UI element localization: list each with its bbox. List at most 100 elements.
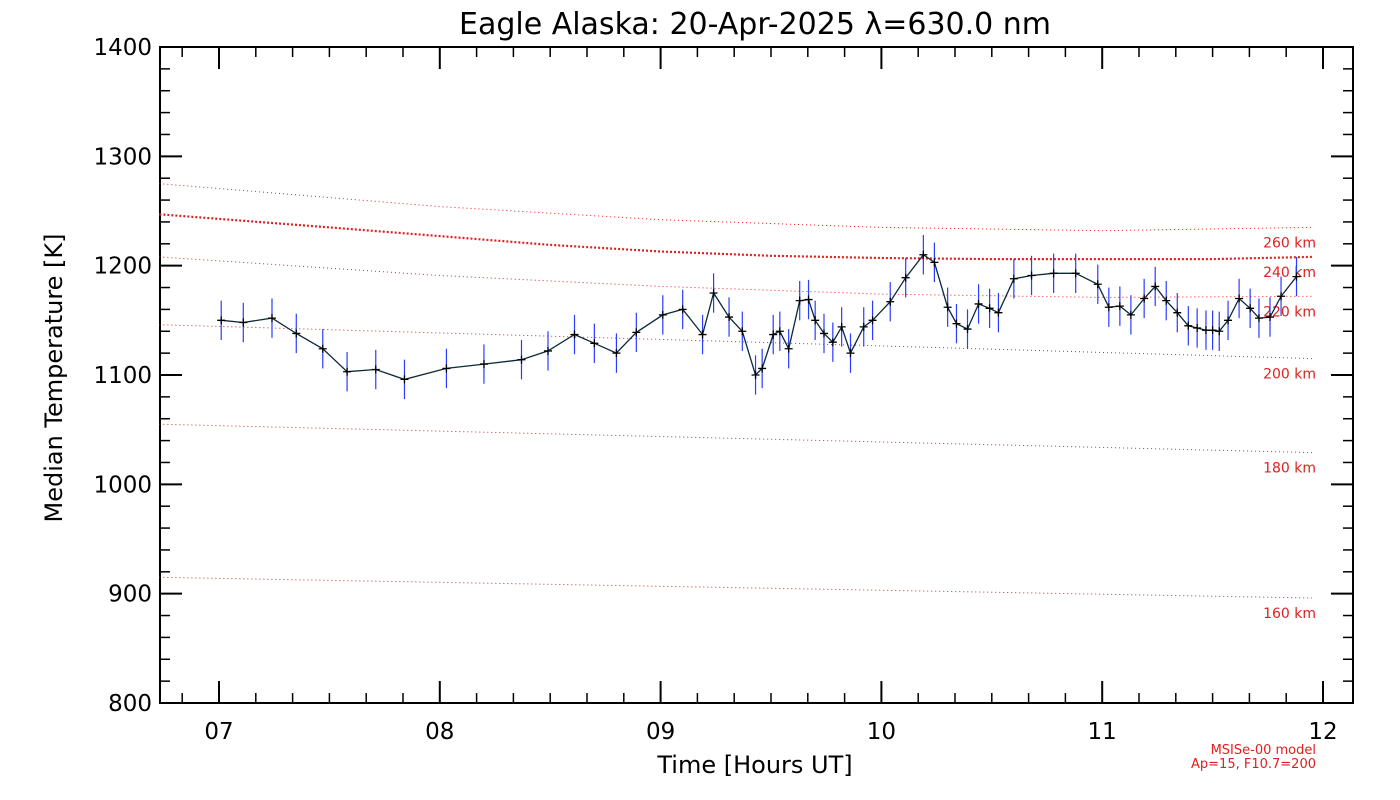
x-tick-label: 12 [1308,719,1337,745]
model-curves [159,183,1313,599]
y-tick-labels: 800 900 1000 1100 1200 1300 1400 [93,35,152,717]
data-point [1215,327,1224,336]
model-parameters-annotation: Ap=15, F10.7=200 [1191,757,1316,772]
data-point [1208,326,1217,335]
data-point [570,330,579,339]
y-tick-label: 1300 [93,144,152,170]
data-point [795,296,804,305]
data-point [1104,303,1113,312]
data-point [930,258,939,267]
data-point [1266,313,1275,322]
data-point [1162,296,1171,305]
data-point [1126,310,1135,319]
data-point [738,327,747,336]
data-point [1277,292,1286,301]
x-axis-label: Time [Hours UT] [656,751,852,779]
data-point [1140,294,1149,303]
data-point [343,367,352,376]
data-point [1009,274,1018,283]
model-annotation: MSISe-00 model [1211,743,1316,758]
data-point [886,297,895,306]
data-point [985,304,994,313]
y-tick-label: 1000 [93,472,152,498]
model-curve [159,213,1313,261]
data-point [479,360,488,369]
model-curve-label: 220 km [1263,304,1316,320]
data-point [846,349,855,358]
data-point [775,327,784,336]
data-point [828,338,837,347]
data-point [811,316,820,325]
data-point [919,250,928,259]
data-point [517,355,526,364]
data-point [217,316,226,325]
y-tick-label: 900 [108,582,152,608]
model-curve [159,324,1313,360]
data-point [612,349,621,358]
data-point [974,299,983,308]
data-point [318,344,327,353]
data-point [678,305,687,314]
data-point [1093,280,1102,289]
data-point [868,316,877,325]
model-curve-label: 200 km [1263,367,1316,383]
x-tick-labels: 07 08 09 10 11 12 [204,719,1337,745]
data-points [217,250,1301,384]
x-tick-label: 07 [204,719,233,745]
data-point [725,313,734,322]
model-curve [159,183,1313,232]
x-tick-label: 09 [646,719,675,745]
data-point [1224,316,1233,325]
data-point [963,325,972,334]
data-point [901,273,910,282]
data-point [698,330,707,339]
data-point [442,364,451,373]
model-curve [159,256,1313,298]
data-point [590,339,599,348]
model-curve-label: 180 km [1263,461,1316,477]
x-tick-label: 11 [1088,719,1117,745]
data-point [769,330,778,339]
data-point [758,364,767,373]
data-point [1292,272,1301,281]
y-tick-label: 1100 [93,363,152,389]
data-point [819,329,828,338]
y-tick-label: 800 [108,691,152,717]
data-point [1173,308,1182,317]
data-point [1049,269,1058,278]
model-curve-label: 240 km [1263,265,1316,281]
data-point [632,328,641,337]
y-tick-label: 1200 [93,254,152,280]
model-curve [159,576,1313,599]
y-axis-label: Median Temperature [K] [40,233,68,522]
data-point [784,344,793,353]
x-tick-label: 10 [867,719,896,745]
data-point [400,375,409,384]
data-point [1235,294,1244,303]
model-curve-label: 160 km [1263,606,1316,622]
data-point [1071,269,1080,278]
data-point [751,371,760,379]
y-tick-label: 1400 [93,35,152,61]
data-point [371,365,380,374]
model-curve-labels: 160 km 180 km 200 km 220 km 240 km 260 km [1263,235,1316,622]
data-point [1151,282,1160,291]
data-point [952,319,961,328]
data-point [658,310,667,319]
x-tick-label: 08 [425,719,454,745]
data-point [239,318,248,327]
data-point [837,322,846,331]
chart-title: Eagle Alaska: 20-Apr-2025 λ=630.0 nm [459,7,1051,42]
data-point [1193,323,1202,332]
temperature-series-line [221,253,1298,381]
data-point [1246,304,1255,313]
data-point [543,346,552,355]
data-point [1027,271,1036,280]
data-point [292,329,301,338]
data-point [804,295,813,304]
data-point [859,322,868,331]
model-curve [159,423,1313,454]
axis-ticks [160,46,1353,704]
data-point [943,303,952,312]
